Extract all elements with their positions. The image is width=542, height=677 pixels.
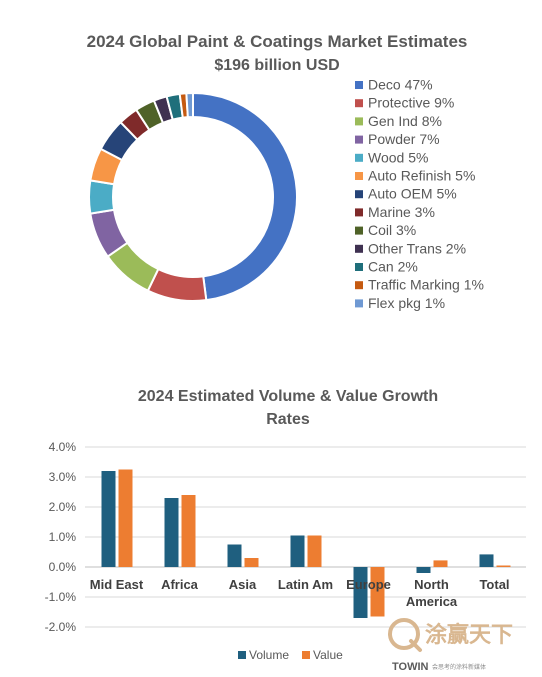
legend-item-label: Coil 3% (368, 222, 416, 238)
bar-volume (101, 471, 116, 567)
bar-value (433, 560, 448, 567)
legend-swatch (355, 99, 363, 108)
donut-slices (88, 91, 298, 302)
bar-value (370, 567, 385, 617)
legend-item-label: Auto Refinish 5% (368, 168, 475, 184)
donut-subtitle: $196 billion USD (214, 57, 339, 74)
legend-swatch (355, 81, 363, 89)
bar-category-labels: Mid East Africa Asia Latin Am Europe North Ame… (90, 577, 510, 609)
bar-volume (353, 567, 368, 618)
x-category-label: Asia (229, 577, 257, 592)
watermark: 涂赢天下 TOWIN 会思考的涂料新媒体 (388, 618, 513, 673)
x-category-label: Total (479, 577, 509, 592)
y-tick-label: 0.0% (49, 560, 77, 574)
x-category-label: Africa (161, 577, 199, 592)
legend-swatch (355, 190, 363, 199)
legend-item-label: Flex pkg 1% (368, 295, 445, 311)
y-tick-label: 3.0% (49, 470, 77, 484)
towin-logo-icon (388, 618, 422, 652)
legend-swatch (355, 263, 363, 271)
donut-legend: Deco 47% Protective 9% Gen Ind 8% Powder 7%… (355, 77, 484, 311)
legend-item-label: Other Trans 2% (368, 240, 466, 256)
legend-item-label: Deco 47% (368, 77, 433, 93)
legend-item-label: Volume (249, 648, 289, 662)
legend-swatch (355, 172, 363, 180)
legend-swatch (355, 226, 363, 235)
legend-swatch (355, 208, 363, 217)
donut-title: 2024 Global Paint & Coatings Market Esti… (87, 32, 468, 51)
x-category-label: North (414, 577, 449, 592)
legend-item-label: Wood 5% (368, 149, 428, 165)
legend-item-label: Value (313, 648, 343, 662)
bar-value (496, 565, 511, 567)
bar-value (244, 558, 259, 567)
legend-item-label: Traffic Marking 1% (368, 277, 484, 293)
legend-swatch (302, 651, 310, 659)
y-tick-label: 1.0% (49, 530, 77, 544)
legend-swatch (355, 244, 363, 253)
bar-y-ticks: 4.0% 3.0% 2.0% 1.0% 0.0% -1.0% -2.0% (45, 440, 77, 634)
legend-item-label: Can 2% (368, 259, 418, 275)
bar-value (307, 535, 322, 567)
y-tick-label: 4.0% (49, 440, 77, 454)
legend-item-label: Protective 9% (368, 95, 454, 111)
donut-slice (88, 179, 116, 215)
bar-volume (416, 567, 431, 573)
legend-item-label: Gen Ind 8% (368, 113, 442, 129)
bar-value (118, 469, 133, 567)
bar-volume (290, 535, 305, 567)
bar-value (181, 495, 196, 567)
bar-volume (479, 554, 494, 567)
y-tick-label: 2.0% (49, 500, 77, 514)
y-tick-label: -2.0% (45, 620, 77, 634)
bar-volume (164, 498, 179, 567)
y-tick-label: -1.0% (45, 590, 77, 604)
bar-bars (101, 469, 511, 618)
legend-swatch (355, 135, 363, 144)
x-category-label: America (406, 594, 458, 609)
donut-slice (185, 91, 194, 119)
x-category-label: Latin Am (278, 577, 333, 592)
legend-swatch (355, 153, 363, 162)
bar-volume (227, 544, 242, 567)
bar-gridlines (85, 446, 526, 628)
legend-item-label: Auto OEM 5% (368, 186, 457, 202)
legend-item-label: Powder 7% (368, 131, 440, 147)
bar-title-line-1: 2024 Estimated Volume & Value Growth (138, 388, 438, 405)
legend-swatch (355, 281, 363, 290)
watermark-cn-text: 涂赢天下 (425, 622, 513, 647)
watermark-tagline: 会思考的涂料新媒体 (432, 663, 486, 671)
bar-title-line-2: Rates (266, 411, 310, 428)
legend-swatch (355, 117, 363, 126)
bar-legend: Volume Value (238, 648, 343, 662)
donut-slice (192, 91, 298, 302)
legend-swatch (238, 651, 246, 659)
legend-swatch (355, 299, 363, 308)
x-category-label: Mid East (90, 577, 144, 592)
legend-item-label: Marine 3% (368, 204, 435, 220)
watermark-en-text: TOWIN (392, 661, 429, 673)
x-category-label: Europe (346, 577, 391, 592)
